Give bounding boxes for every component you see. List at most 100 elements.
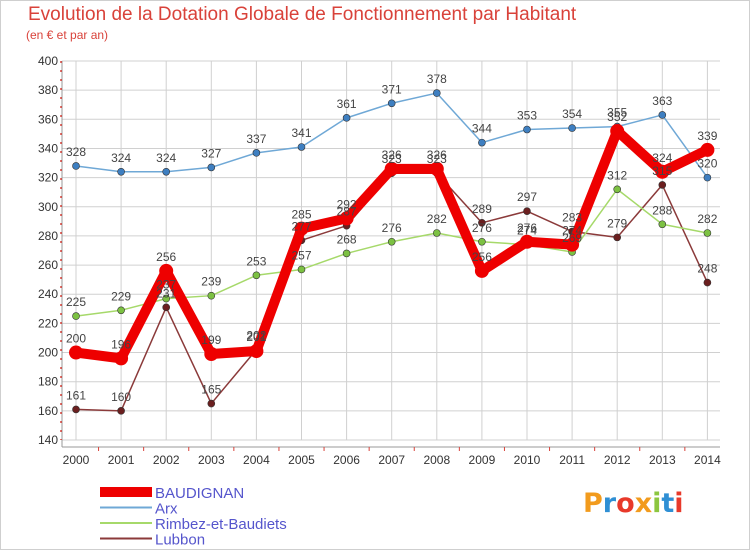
series-group <box>69 89 715 415</box>
data-label: 274 <box>562 224 582 238</box>
data-point <box>478 138 486 147</box>
data-point <box>207 399 216 408</box>
x-tick-label: 2004 <box>243 453 270 467</box>
data-label: 202 <box>246 329 266 343</box>
data-label: 361 <box>337 97 357 111</box>
data-point <box>387 99 396 108</box>
logo-letter: i <box>674 488 684 519</box>
data-label: 283 <box>562 211 582 225</box>
y-tick-label: 160 <box>38 404 58 418</box>
data-label: 282 <box>697 212 717 226</box>
x-tick-label: 2009 <box>469 453 496 467</box>
x-tick-label: 2007 <box>378 453 405 467</box>
data-label: 354 <box>562 107 582 121</box>
x-tick-label: 2010 <box>514 453 541 467</box>
y-tick-label: 260 <box>38 258 58 272</box>
data-label: 229 <box>111 289 131 303</box>
y-tick-label: 280 <box>38 229 58 243</box>
proxiti-logo: Proxiti <box>583 488 684 519</box>
chart-title: Evolution de la Dotation Globale de Fonc… <box>28 4 577 25</box>
x-tick-label: 2014 <box>694 453 721 467</box>
data-label: 231 <box>156 286 176 300</box>
logo-letter: t <box>661 488 675 519</box>
data-point <box>655 164 670 179</box>
data-label: 253 <box>246 254 266 268</box>
data-label: 196 <box>111 337 131 351</box>
data-point <box>72 405 80 414</box>
x-tick-label: 2013 <box>649 453 676 467</box>
data-point <box>72 162 80 170</box>
x-tick-label: 2008 <box>423 453 450 467</box>
data-label: 161 <box>66 388 86 402</box>
data-point <box>159 263 174 278</box>
data-label: 256 <box>156 250 176 264</box>
data-label: 225 <box>66 295 86 309</box>
data-label: 289 <box>472 202 492 216</box>
data-label: 339 <box>697 129 717 143</box>
data-label: 353 <box>517 109 537 123</box>
data-point <box>207 291 216 300</box>
data-point <box>565 237 580 252</box>
data-point <box>703 278 712 287</box>
data-label: 282 <box>427 212 447 226</box>
data-point <box>432 89 441 97</box>
data-point <box>162 167 170 176</box>
axes: 140 160 180 200 220 240 260 280 300 320 340 360 380 4… <box>38 54 721 467</box>
data-label: 287 <box>337 205 357 219</box>
data-point <box>204 346 219 361</box>
data-point <box>69 345 83 360</box>
x-tick-label: 2012 <box>604 453 631 467</box>
data-label: 324 <box>652 151 672 165</box>
data-point <box>339 211 354 226</box>
data-label: 352 <box>607 110 627 124</box>
data-point <box>252 149 261 157</box>
data-point <box>613 185 622 194</box>
y-tick-label: 300 <box>38 200 58 214</box>
data-point <box>478 237 486 246</box>
grid <box>62 60 720 441</box>
data-label: 285 <box>291 208 311 222</box>
y-tick-label: 360 <box>38 112 58 126</box>
data-point <box>568 124 576 132</box>
data-point <box>207 163 216 172</box>
data-point <box>520 234 534 249</box>
data-label: 199 <box>201 333 221 347</box>
data-label: 371 <box>382 82 402 96</box>
data-label: 288 <box>652 203 672 217</box>
data-point <box>117 407 125 415</box>
logo-letter: r <box>602 488 617 519</box>
data-point <box>429 161 444 176</box>
data-point <box>384 161 399 176</box>
data-label: 276 <box>472 221 492 235</box>
logo-letter: x <box>634 488 653 519</box>
legend-label: Arx <box>155 501 178 518</box>
data-label: 328 <box>66 145 86 159</box>
data-label: 257 <box>291 248 311 262</box>
data-point <box>700 142 715 157</box>
data-label: 324 <box>156 151 176 165</box>
y-tick-label: 180 <box>38 375 58 389</box>
logo-letter: P <box>583 488 603 519</box>
data-label: 239 <box>201 275 221 289</box>
data-label: 378 <box>427 72 447 86</box>
logo-letter: i <box>652 488 662 519</box>
data-label: 269 <box>562 231 582 245</box>
data-point <box>297 143 306 151</box>
data-point <box>162 303 170 312</box>
data-label: 292 <box>337 197 357 211</box>
x-tick-label: 2002 <box>153 453 180 467</box>
data-point <box>523 207 531 215</box>
data-label: 320 <box>697 157 717 171</box>
data-point <box>703 229 712 237</box>
data-point <box>117 167 125 176</box>
data-label: 276 <box>517 221 537 235</box>
y-tick-label: 380 <box>38 83 58 97</box>
y-tick-label: 400 <box>38 54 58 68</box>
data-label: 324 <box>111 151 131 165</box>
data-label: 312 <box>607 168 627 182</box>
y-tick-label: 240 <box>38 287 58 301</box>
chart-subtitle: (en € et par an) <box>26 28 109 42</box>
